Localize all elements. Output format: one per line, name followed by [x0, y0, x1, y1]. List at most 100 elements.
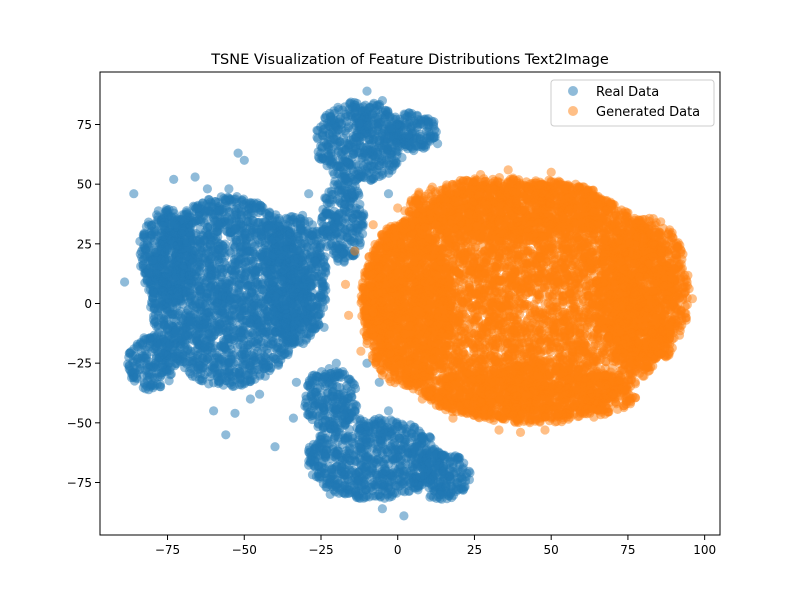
- data-point: [419, 143, 429, 153]
- data-point: [159, 231, 169, 241]
- data-point: [259, 364, 269, 374]
- data-point: [413, 463, 423, 473]
- data-point: [356, 215, 367, 225]
- data-point: [428, 480, 438, 490]
- data-point: [234, 203, 244, 213]
- data-point: [401, 444, 411, 454]
- data-point: [456, 467, 466, 477]
- data-point: [142, 276, 153, 287]
- data-point: [301, 274, 311, 284]
- data-point: [343, 111, 353, 121]
- data-point: [227, 302, 237, 312]
- data-point: [297, 252, 307, 262]
- data-point: [217, 318, 227, 328]
- data-point: [185, 369, 195, 379]
- data-point: [370, 112, 380, 123]
- data-point: [209, 287, 219, 297]
- data-point: [224, 358, 234, 368]
- data-point: [185, 320, 195, 330]
- data-point: [387, 165, 397, 175]
- data-point: [224, 368, 234, 378]
- data-point: [236, 280, 246, 290]
- data-point: [363, 469, 373, 479]
- data-point: [137, 340, 148, 350]
- data-point: [236, 305, 246, 315]
- data-point: [142, 359, 152, 369]
- data-point: [147, 380, 157, 390]
- data-point: [356, 455, 366, 465]
- data-point: [330, 223, 340, 233]
- data-point: [332, 483, 342, 493]
- data-point: [411, 471, 422, 481]
- data-point: [350, 238, 360, 248]
- data-point: [207, 332, 217, 343]
- data-point: [318, 449, 328, 459]
- data-point: [176, 268, 186, 278]
- data-point: [254, 301, 264, 311]
- data-point: [274, 245, 284, 255]
- data-point: [261, 208, 271, 218]
- data-point: [256, 325, 266, 335]
- data-point: [374, 135, 384, 145]
- data-point: [362, 421, 372, 431]
- data-point: [385, 111, 395, 122]
- data-point: [316, 431, 326, 441]
- data-point: [333, 243, 343, 253]
- series-real-data: [120, 86, 475, 521]
- data-point: [157, 362, 167, 372]
- data-point: [260, 352, 270, 362]
- plot-area: [120, 86, 698, 521]
- data-point: [195, 217, 206, 227]
- data-point: [365, 483, 375, 493]
- data-point: [373, 490, 383, 500]
- data-point: [239, 344, 249, 354]
- data-point: [308, 456, 318, 466]
- data-point: [148, 334, 158, 344]
- data-point: [357, 153, 368, 163]
- data-point: [194, 276, 204, 286]
- data-point: [225, 218, 235, 229]
- data-point: [214, 376, 224, 386]
- data-point: [304, 296, 314, 306]
- data-point: [385, 149, 395, 159]
- data-point: [390, 480, 400, 490]
- data-point: [322, 242, 332, 252]
- data-point: [198, 362, 208, 372]
- data-point: [387, 453, 397, 463]
- data-point: [183, 279, 193, 289]
- data-point: [262, 256, 272, 266]
- data-point: [307, 316, 317, 326]
- data-point: [157, 221, 167, 231]
- data-point: [341, 451, 351, 461]
- data-point: [333, 146, 343, 156]
- data-point: [422, 133, 432, 143]
- data-point: [237, 353, 247, 363]
- data-point: [295, 337, 305, 347]
- data-point: [144, 220, 154, 230]
- data-point: [409, 118, 420, 129]
- data-point: [214, 245, 224, 255]
- data-point: [199, 320, 209, 330]
- data-point: [332, 180, 343, 190]
- data-point: [350, 181, 360, 191]
- data-point: [258, 338, 269, 348]
- data-point: [332, 212, 342, 222]
- data-point: [149, 288, 159, 298]
- data-point: [369, 167, 379, 177]
- data-point: [377, 480, 387, 490]
- data-point: [206, 202, 216, 212]
- data-point: [241, 370, 251, 380]
- data-point: [150, 310, 161, 320]
- data-point: [268, 336, 278, 346]
- data-point: [147, 229, 157, 239]
- data-point: [148, 255, 158, 265]
- data-point: [263, 291, 274, 301]
- data-point: [237, 296, 247, 306]
- data-point: [351, 137, 362, 147]
- data-point: [152, 269, 162, 279]
- data-point: [390, 433, 400, 443]
- data-point: [226, 292, 236, 302]
- data-point: [326, 115, 337, 125]
- data-point: [292, 218, 302, 228]
- data-point: [355, 430, 365, 440]
